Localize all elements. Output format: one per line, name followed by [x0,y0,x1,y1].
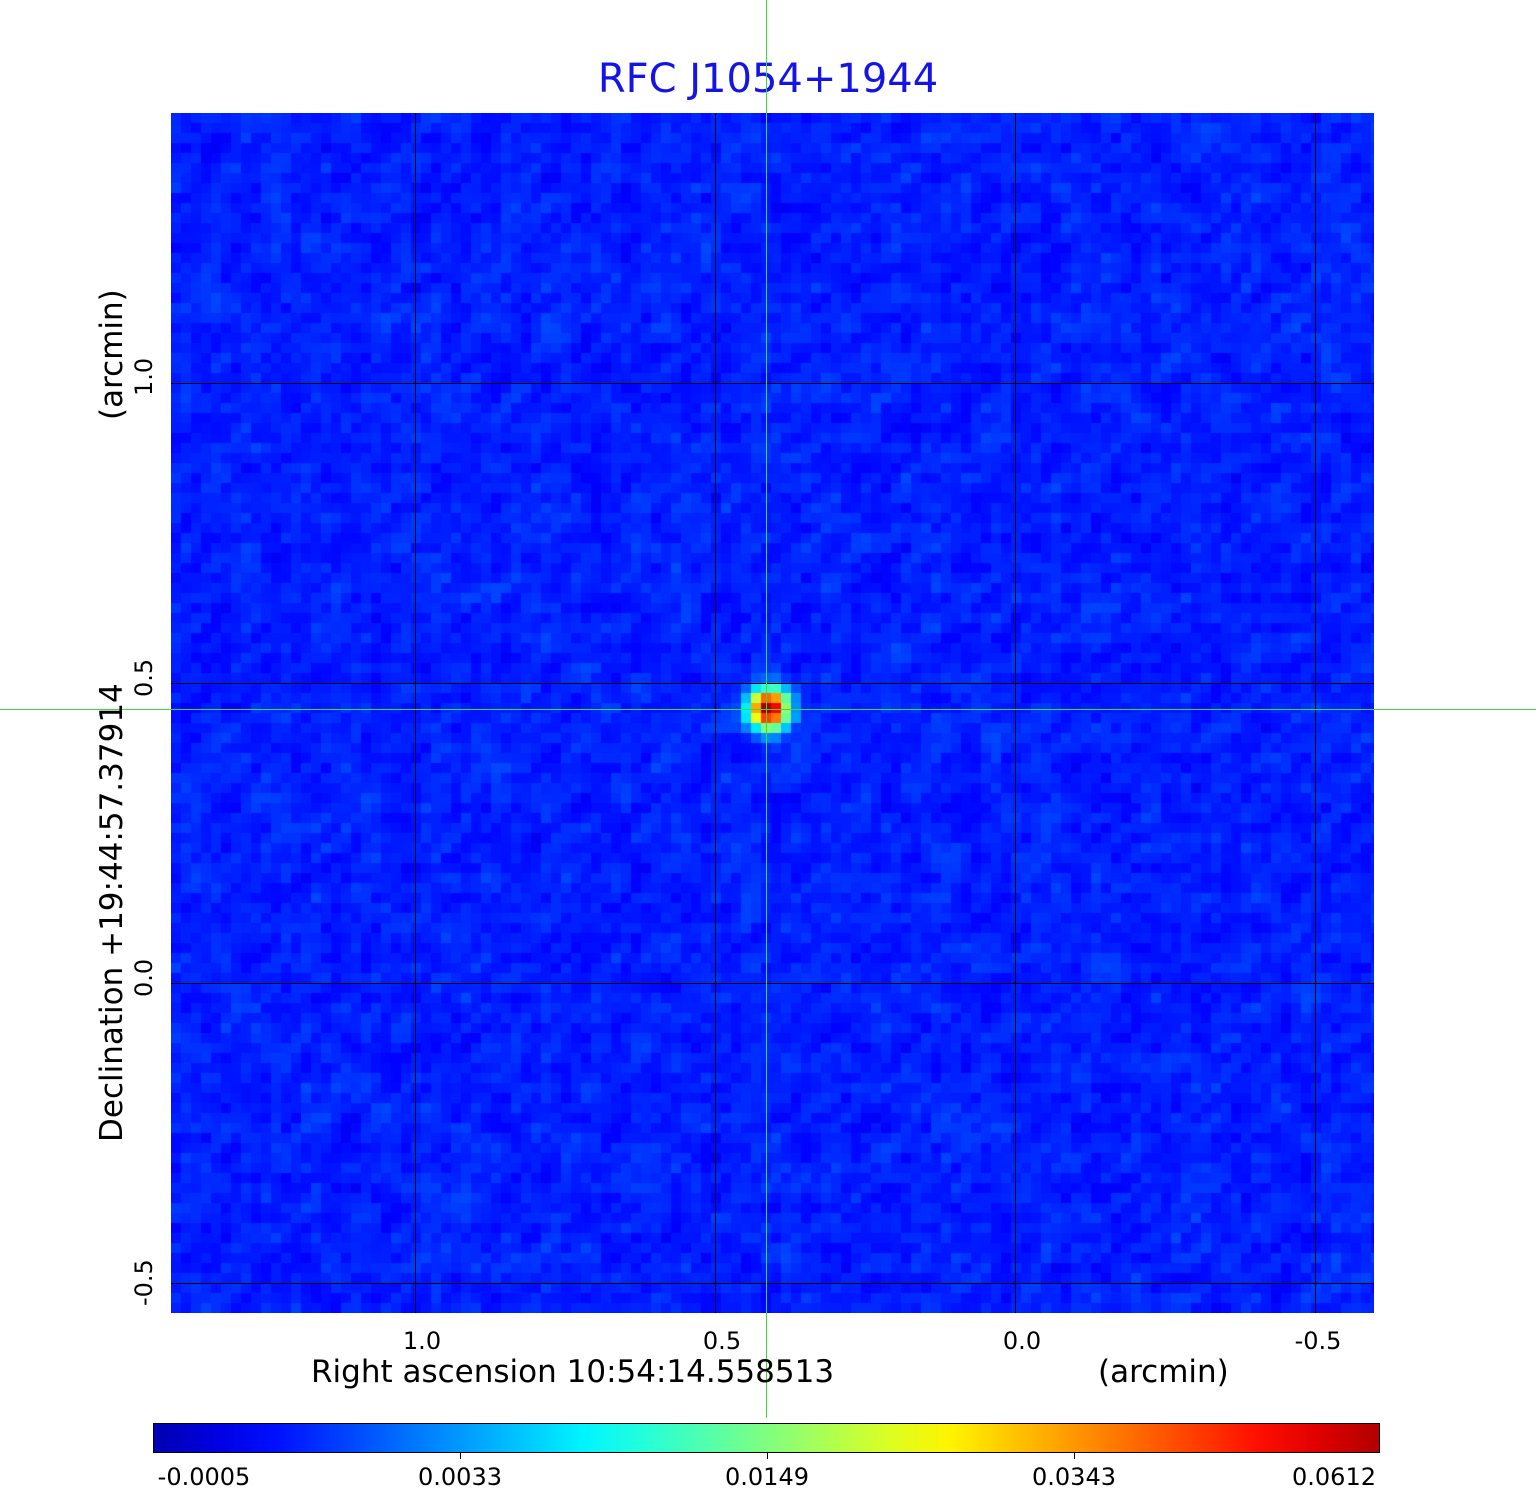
colorbar-tick-label: 0.0612 [1292,1463,1376,1491]
x-tick-label: 0.5 [702,1327,742,1355]
gridline-y-0.0 [171,983,1374,984]
colorbar-tick [460,1453,461,1459]
colorbar-tick [767,1453,768,1459]
y-tick-label: 0.0 [130,958,158,997]
gridline-x-0.5 [715,113,716,1313]
colorbar-tick-label: 0.0033 [418,1463,502,1491]
radio-image-heatmap [171,113,1374,1313]
gridline-x-1.0 [415,113,416,1313]
colorbar-tick [1074,1453,1075,1459]
colorbar-tick-label: 0.0343 [1032,1463,1116,1491]
chart-title: RFC J1054+1944 [597,56,939,102]
y-tick-label: 0.5 [130,658,158,697]
x-tick-label: 1.0 [402,1327,442,1355]
gridline-y-1.0 [171,383,1374,384]
y-tick-label: -0.5 [130,1259,158,1306]
colorbar-tick-label: -0.0005 [157,1463,251,1491]
y-tick-label: 1.0 [130,357,158,396]
crosshair-horizontal [0,709,1536,710]
colorbar [153,1423,1380,1453]
x-tick-label: 0.0 [1002,1327,1042,1355]
gridline-y--0.5 [171,1283,1374,1284]
gridline-x--0.5 [1315,113,1316,1313]
x-tick-label: -0.5 [1294,1327,1342,1355]
x-axis-unit: (arcmin) [1098,1354,1229,1390]
x-axis-label: Right ascension 10:54:14.558513 [311,1354,835,1390]
y-axis-label: Declination +19:44:57.37914 [94,683,130,1142]
y-axis-unit: (arcmin) [94,289,130,420]
gridline-y-0.5 [171,683,1374,684]
colorbar-tick-label: 0.0149 [725,1463,809,1491]
gridline-x-0.0 [1015,113,1016,1313]
